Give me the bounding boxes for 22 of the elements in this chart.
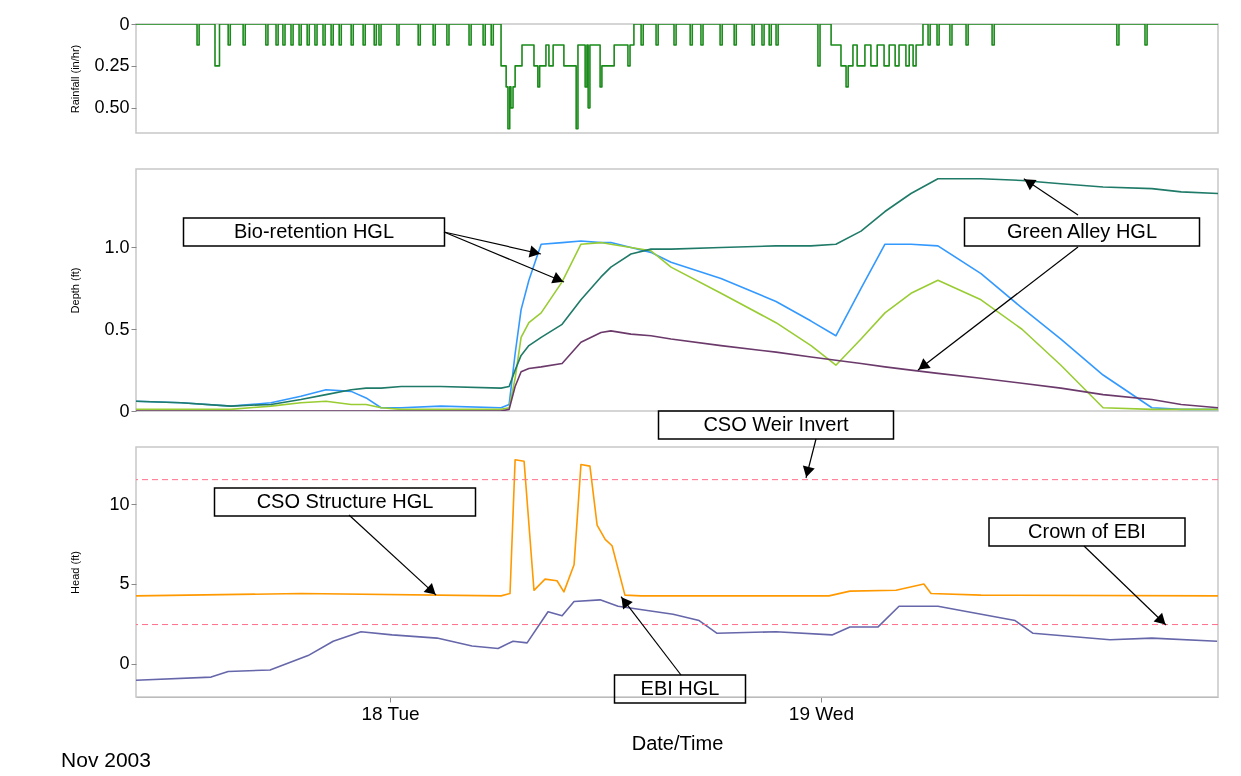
y-tick-label: 0.50 [94, 97, 130, 118]
y-tick-label: 1.0 [104, 236, 130, 257]
y-tick-label: 0 [119, 400, 130, 421]
x-tick-label: 18 Tue [361, 702, 420, 724]
ref-line-label: Crown of EBI [1028, 520, 1146, 542]
y-tick-label: 0.25 [94, 55, 130, 76]
y-tick-label: 10 [109, 493, 130, 514]
y-tick-label: 0 [119, 13, 130, 34]
y-axis-title: Depth (ft) [68, 267, 81, 314]
annotation: EBI HGL [640, 677, 720, 699]
y-axis-title: Head (ft) [68, 551, 81, 594]
y-tick-label: 5 [119, 573, 130, 594]
annotation: CSO Structure HGL [256, 490, 434, 512]
annotation: Green Alley HGL [1006, 220, 1158, 242]
y-tick-label: 0 [119, 653, 130, 674]
y-tick-label: 0.5 [104, 318, 130, 339]
annotation: Bio-retention HGL [233, 220, 395, 242]
x-axis-title: Date/Time [631, 731, 724, 754]
y-axis-title: Rainfall (in/hr) [68, 44, 81, 114]
x-tick-label: 19 Wed [788, 702, 854, 724]
text: Nov 2003 [61, 748, 151, 771]
ref-line-label: CSO Weir Invert [703, 413, 850, 435]
